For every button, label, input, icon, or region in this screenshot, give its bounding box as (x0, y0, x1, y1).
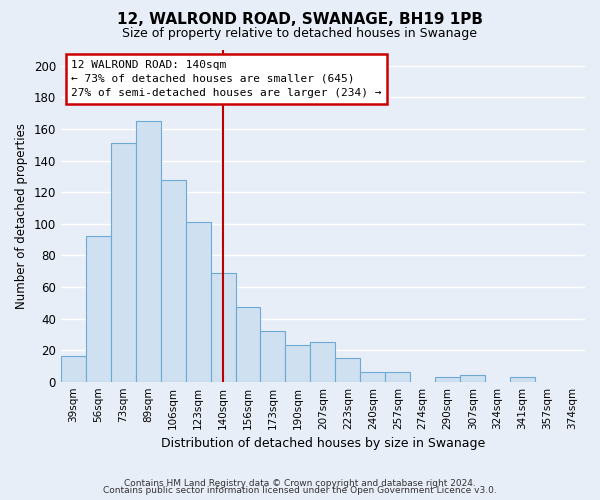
Text: Contains HM Land Registry data © Crown copyright and database right 2024.: Contains HM Land Registry data © Crown c… (124, 478, 476, 488)
Bar (460, 376, 485, 382)
Bar (136, 121, 161, 382)
Bar (310, 342, 335, 382)
Bar (185, 222, 211, 382)
Text: Size of property relative to detached houses in Swanage: Size of property relative to detached ho… (122, 28, 478, 40)
Text: 12 WALROND ROAD: 140sqm
← 73% of detached houses are smaller (645)
27% of semi-d: 12 WALROND ROAD: 140sqm ← 73% of detache… (71, 60, 382, 98)
Bar (510, 377, 535, 382)
Bar (61, 356, 86, 382)
Bar (385, 372, 410, 382)
Y-axis label: Number of detached properties: Number of detached properties (15, 123, 28, 309)
Bar (111, 143, 136, 382)
Bar (335, 358, 361, 382)
Bar (211, 272, 236, 382)
Text: Contains public sector information licensed under the Open Government Licence v3: Contains public sector information licen… (103, 486, 497, 495)
Bar (260, 331, 286, 382)
Bar (86, 236, 111, 382)
Bar (435, 377, 460, 382)
Text: 12, WALROND ROAD, SWANAGE, BH19 1PB: 12, WALROND ROAD, SWANAGE, BH19 1PB (117, 12, 483, 28)
Bar (236, 308, 260, 382)
Bar (161, 180, 185, 382)
Bar (286, 346, 310, 382)
X-axis label: Distribution of detached houses by size in Swanage: Distribution of detached houses by size … (161, 437, 485, 450)
Bar (361, 372, 385, 382)
